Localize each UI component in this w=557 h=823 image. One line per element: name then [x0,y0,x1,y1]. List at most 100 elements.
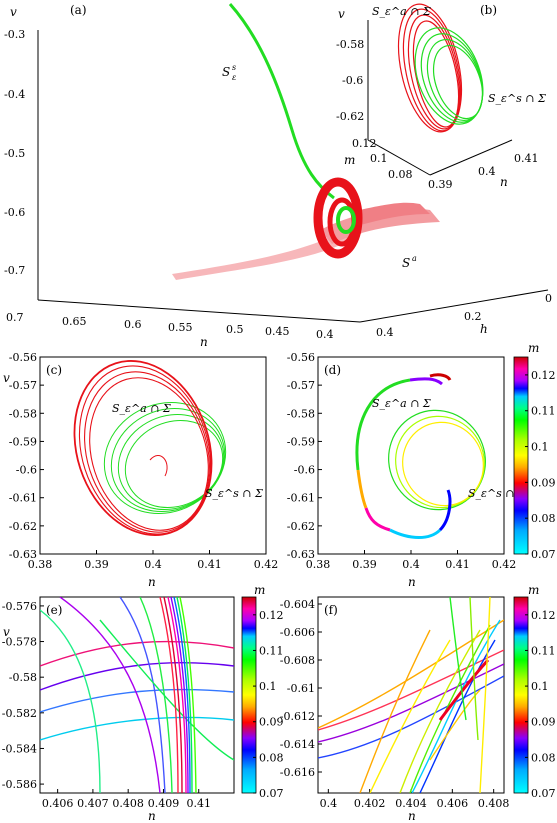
c-ticks: 0.38 0.39 0.4 0.41 0.42 -0.56 -0.57 -0.58 -0.59 -… [9,351,278,571]
y-tick-label: -0.576 [2,600,37,613]
cb-tick-label: 0.11 [531,405,556,418]
y-tick-label: -0.606 [280,626,315,639]
panel-a-h-ticks: 0.4 0.2 0 [376,292,552,339]
cb-tick-label: 0.1 [531,441,549,454]
y-tick-label: -0.616 [280,766,315,779]
y-tick-label: -0.61 [287,682,315,695]
x-tick-label: 0.402 [354,797,386,810]
x-tick-label: 0.409 [148,797,180,810]
y-tick-label: -0.56 [9,351,37,364]
e-xlabel: n [148,809,156,823]
a-green-loop [336,206,356,234]
x-tick-label: 0.42 [254,558,279,571]
cb-tick-label: 0.09 [259,716,284,729]
y-tick-label: -0.608 [280,654,315,667]
d-ticks: 0.38 0.39 0.4 0.41 0.42 -0.56 -0.57 -0.58 -0.59 -… [287,351,516,571]
a-v-tick: -0.6 [4,206,25,219]
cb-tick-label: 0.12 [531,609,556,622]
a-v-tick: -0.4 [4,88,25,101]
b-ylabel: v [338,7,345,21]
d-label-Sa: S_ε^a ∩ Σ [372,397,431,410]
a-label-a-super: a [412,254,417,263]
y-tick-label: -0.6 [294,464,315,477]
panel-b: (b) v -0.58 -0.6 -0.62 0.12 0.1 0.08 m 0… [336,3,546,191]
f-colorbar-ticks: 0.12 0.11 0.1 0.09 0.08 0.07 [525,609,556,800]
a-h-axis [359,289,549,323]
a-h-tick: 0.4 [376,326,394,339]
cb-tick-label: 0.11 [259,644,284,657]
d-loop-green [388,409,486,511]
x-tick-label: 0.4 [144,558,162,571]
a-h-tick: 0 [545,292,552,305]
e-ticks: 0.406 0.407 0.408 0.409 0.41 -0.576 -0.578 -0.5… [2,600,211,810]
b-n-tick: 0.39 [428,178,453,191]
a-v-tick: -0.7 [4,264,25,277]
a-v-tick: -0.5 [4,147,25,160]
a-label-S: S [222,65,230,79]
b-m-tick: 0.1 [370,152,388,165]
b-n-tick: 0.41 [514,152,539,165]
b-v-tick: -0.62 [336,110,364,123]
b-v-tick: -0.6 [342,74,363,87]
f-colorbar-label: m [528,583,539,597]
b-m-label: m [344,153,355,167]
b-m-tick: 0.12 [352,137,377,150]
panel-a-v-ticks: -0.3 -0.4 -0.5 -0.6 -0.7 [4,28,25,277]
x-tick-label: 0.406 [437,797,469,810]
a-stable-manifold-curve [228,3,335,200]
a-label-eps-sub: ε [232,73,236,82]
a-n-tick: 0.65 [62,315,87,328]
d-colorbar: m 0.12 0.11 0.1 0.09 0.08 0.07 [513,341,556,561]
c-ylabel: v [3,371,10,385]
panel-e: (e) v n 0.406 0.407 0.408 0.409 0.41 -0.576 -0… [2,583,284,823]
y-tick-label: -0.58 [9,407,37,420]
a-label-Sa: S [402,256,410,270]
y-tick-label: -0.63 [9,548,37,561]
y-tick-label: -0.57 [287,379,315,392]
d-label-Ss: S_ε^s ∩ Σ [468,487,526,500]
a-n-tick: 0.5 [226,323,244,336]
cb-tick-label: 0.09 [531,716,556,729]
panel-d: (d) n 0.38 0.39 0.4 0.41 0.42 -0.56 -0.57 -0.58… [287,341,556,589]
a-n-label: n [200,335,208,349]
e-colorbar-ticks: 0.12 0.11 0.1 0.09 0.08 0.07 [253,609,284,800]
b-v-tick: -0.58 [336,38,364,51]
panel-a-n-ticks: 0.7 0.65 0.6 0.55 0.5 0.45 0.4 [6,311,334,341]
cb-tick-label: 0.08 [259,751,284,764]
cb-tick-label: 0.1 [531,680,549,693]
cb-tick-label: 0.07 [531,787,556,800]
cb-tick-label: 0.09 [531,476,556,489]
y-tick-label: -0.63 [287,548,315,561]
y-tick-label: -0.61 [9,492,37,505]
c-label-Ss: S_ε^s ∩ Σ [205,487,263,500]
x-tick-label: 0.41 [197,558,222,571]
cb-tick-label: 0.08 [531,512,556,525]
cb-tick-label: 0.07 [259,787,284,800]
y-tick-label: -0.578 [2,636,37,649]
x-tick-label: 0.408 [478,797,510,810]
c-label-Sa: S_ε^a ∩ Σ [112,402,171,415]
e-label: (e) [46,603,62,617]
y-tick-label: -0.62 [9,520,37,533]
a-n-tick: 0.6 [124,318,142,331]
d-label: (d) [324,363,341,377]
c-green-loops [103,401,227,515]
y-tick-label: -0.59 [287,435,315,448]
x-tick-label: 0.39 [84,558,109,571]
a-v-tick: -0.3 [4,28,25,41]
cb-tick-label: 0.12 [531,369,556,382]
c-label: (c) [46,363,62,377]
y-tick-label: -0.62 [287,520,315,533]
cb-tick-label: 0.12 [259,609,284,622]
a-h-label: h [480,322,488,336]
a-label-s-super: s [232,63,236,72]
a-h-tick: 0.2 [464,310,482,323]
cb-tick-label: 0.1 [259,680,277,693]
f-curves [318,597,504,793]
f-label: (f) [324,603,338,617]
d-curves [355,373,486,539]
d-colorbar-gradient [513,356,529,555]
y-tick-label: -0.6 [16,464,37,477]
y-tick-label: -0.582 [2,707,37,720]
